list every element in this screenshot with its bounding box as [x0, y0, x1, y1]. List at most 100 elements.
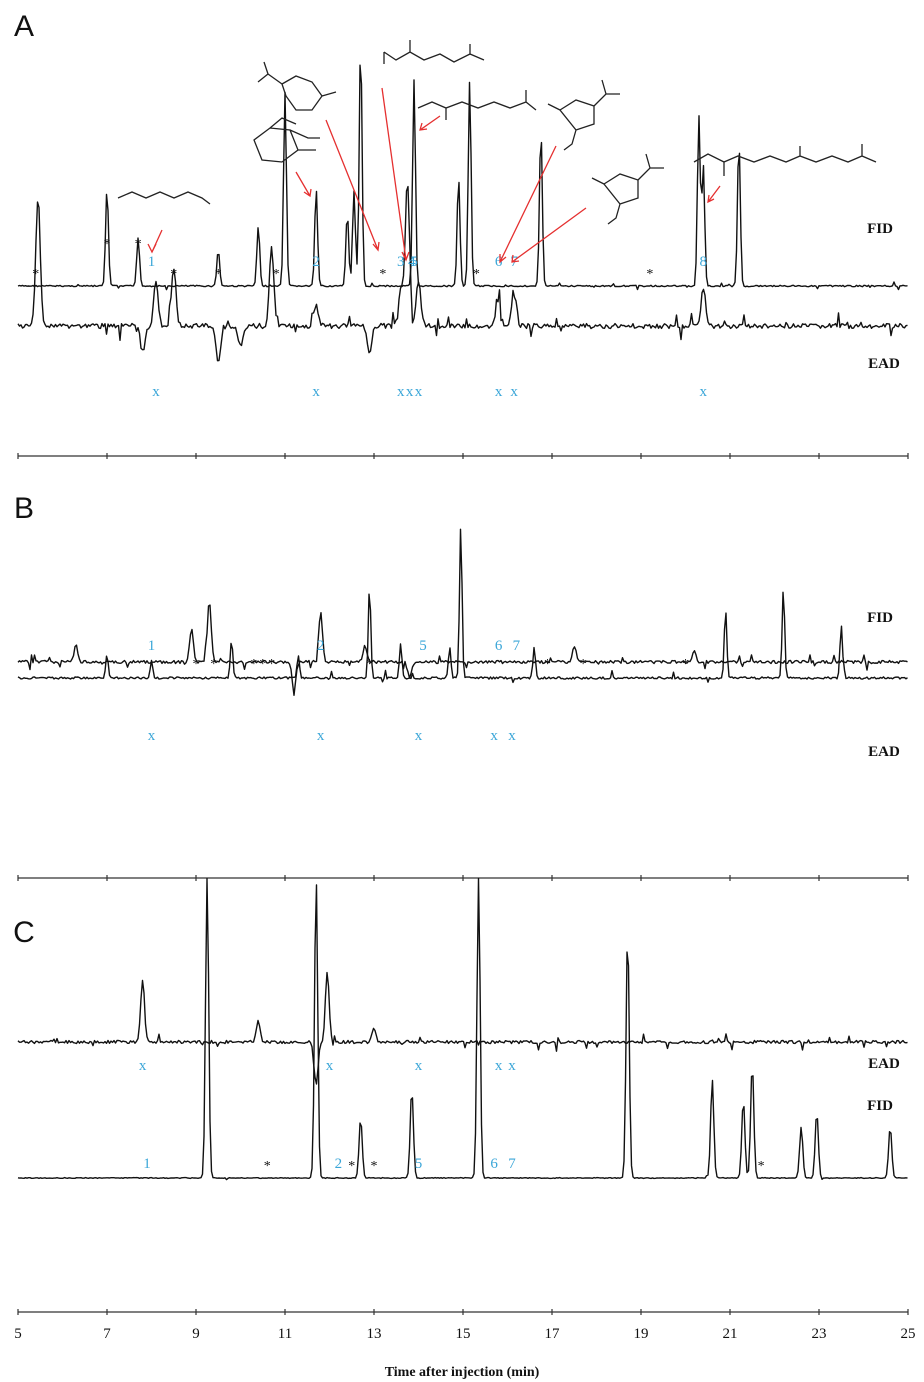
ead-marker: x [397, 384, 405, 400]
myrcene-structure-icon [417, 90, 537, 120]
x-tick-label: 15 [456, 1326, 471, 1342]
panel-letter-a: A [14, 10, 34, 43]
asterisk: * [473, 267, 480, 282]
ead-marker: x [152, 384, 160, 400]
asterisk: * [210, 657, 217, 672]
asterisk: * [646, 267, 653, 282]
peak-label: 1 [148, 638, 156, 654]
fid-trace [17, 528, 908, 684]
ead-marker: x [510, 384, 518, 400]
ead-marker: x [326, 1058, 334, 1074]
asterisk: * [259, 657, 266, 672]
ead-marker: x [317, 728, 325, 744]
x-tick-label: 9 [192, 1326, 200, 1342]
fid-label: FID [867, 1098, 893, 1114]
peak-label: 5 [415, 1156, 423, 1172]
fid-trace [17, 64, 908, 291]
ead-marker: x [415, 1058, 423, 1074]
ead-trace [17, 185, 908, 362]
x-tick-label: 25 [901, 1326, 916, 1342]
ead-marker: x [495, 384, 503, 400]
ead-marker: x [495, 1058, 503, 1074]
arrow-6 [499, 145, 557, 264]
asterisk: * [366, 657, 373, 672]
x-tick-label: 23 [812, 1326, 827, 1342]
peak-label: 6 [495, 254, 503, 270]
ead-marker: x [700, 384, 708, 400]
arrows [147, 87, 721, 264]
hexanal-structure-icon [117, 191, 211, 205]
arrow-8 [707, 185, 721, 204]
panel-letter-c: C [13, 916, 35, 949]
x-axis-title: Time after injection (min) [385, 1365, 540, 1380]
x-tick-label: 21 [723, 1326, 738, 1342]
arrow-1 [147, 229, 163, 254]
ead-marker: x [139, 1058, 147, 1074]
peak-label: 5 [410, 254, 418, 270]
ead-label: EAD [868, 356, 900, 372]
farnesene-structure-icon [693, 144, 877, 176]
ead-marker: x [148, 728, 156, 744]
asterisk: * [580, 657, 587, 672]
camphene-structure-icon [253, 117, 320, 163]
peak-label: 6 [495, 638, 503, 654]
ead-trace [17, 971, 908, 1085]
peak-label: 2 [312, 254, 320, 270]
furanoid-oxide-structure-icon-2 [591, 153, 664, 225]
fid-trace [17, 877, 908, 1181]
asterisk: * [273, 267, 280, 282]
peak-label: 8 [700, 254, 708, 270]
asterisk: * [170, 267, 177, 282]
x-tick-label: 19 [634, 1326, 649, 1342]
asterisk: * [250, 657, 257, 672]
ead-marker: x [415, 384, 423, 400]
fid-label: FID [867, 610, 893, 626]
peak-label: 1 [143, 1156, 151, 1172]
asterisk: * [348, 1159, 355, 1174]
molecule-structures [117, 40, 877, 264]
x-tick-label: 17 [545, 1326, 561, 1342]
ead-marker: x [415, 728, 423, 744]
x-tick-label: 11 [278, 1326, 292, 1342]
ead-label: EAD [868, 744, 900, 760]
peak-label: 7 [508, 1156, 516, 1172]
ead-marker: x [312, 384, 320, 400]
ocimene-structure-icon [383, 40, 485, 64]
asterisk: * [264, 1159, 271, 1174]
fid-label: FID [867, 221, 893, 237]
asterisk: * [104, 237, 111, 252]
peak-label: 3 [397, 254, 405, 270]
ead-marker: x [508, 728, 516, 744]
ead-label: EAD [868, 1056, 900, 1072]
arrow-3 [325, 119, 380, 252]
panel-letter-b: B [14, 492, 34, 525]
peak-label: 6 [490, 1156, 498, 1172]
arrow-4 [381, 87, 410, 262]
asterisk: * [135, 237, 142, 252]
arrow-7 [511, 207, 587, 263]
ead-marker: x [406, 384, 414, 400]
asterisk: * [379, 267, 386, 282]
peak-label: 2 [335, 1156, 343, 1172]
ead-marker: x [490, 728, 498, 744]
limonene-structure-icon [257, 61, 337, 111]
asterisk: * [215, 267, 222, 282]
asterisk: * [371, 1159, 378, 1174]
x-tick-label: 13 [367, 1326, 382, 1342]
asterisk: * [682, 657, 689, 672]
peak-label: 1 [148, 254, 156, 270]
arrow-2 [295, 171, 312, 198]
x-tick-label: 7 [103, 1326, 111, 1342]
ead-marker: x [508, 1058, 516, 1074]
asterisk: * [193, 657, 200, 672]
peak-label: 4 [408, 254, 416, 270]
peak-label: 7 [513, 638, 521, 654]
peak-label: 2 [317, 638, 325, 654]
asterisk: * [758, 1159, 765, 1174]
arrow-5 [419, 115, 441, 131]
furanoid-oxide-structure-icon-1 [547, 79, 620, 151]
